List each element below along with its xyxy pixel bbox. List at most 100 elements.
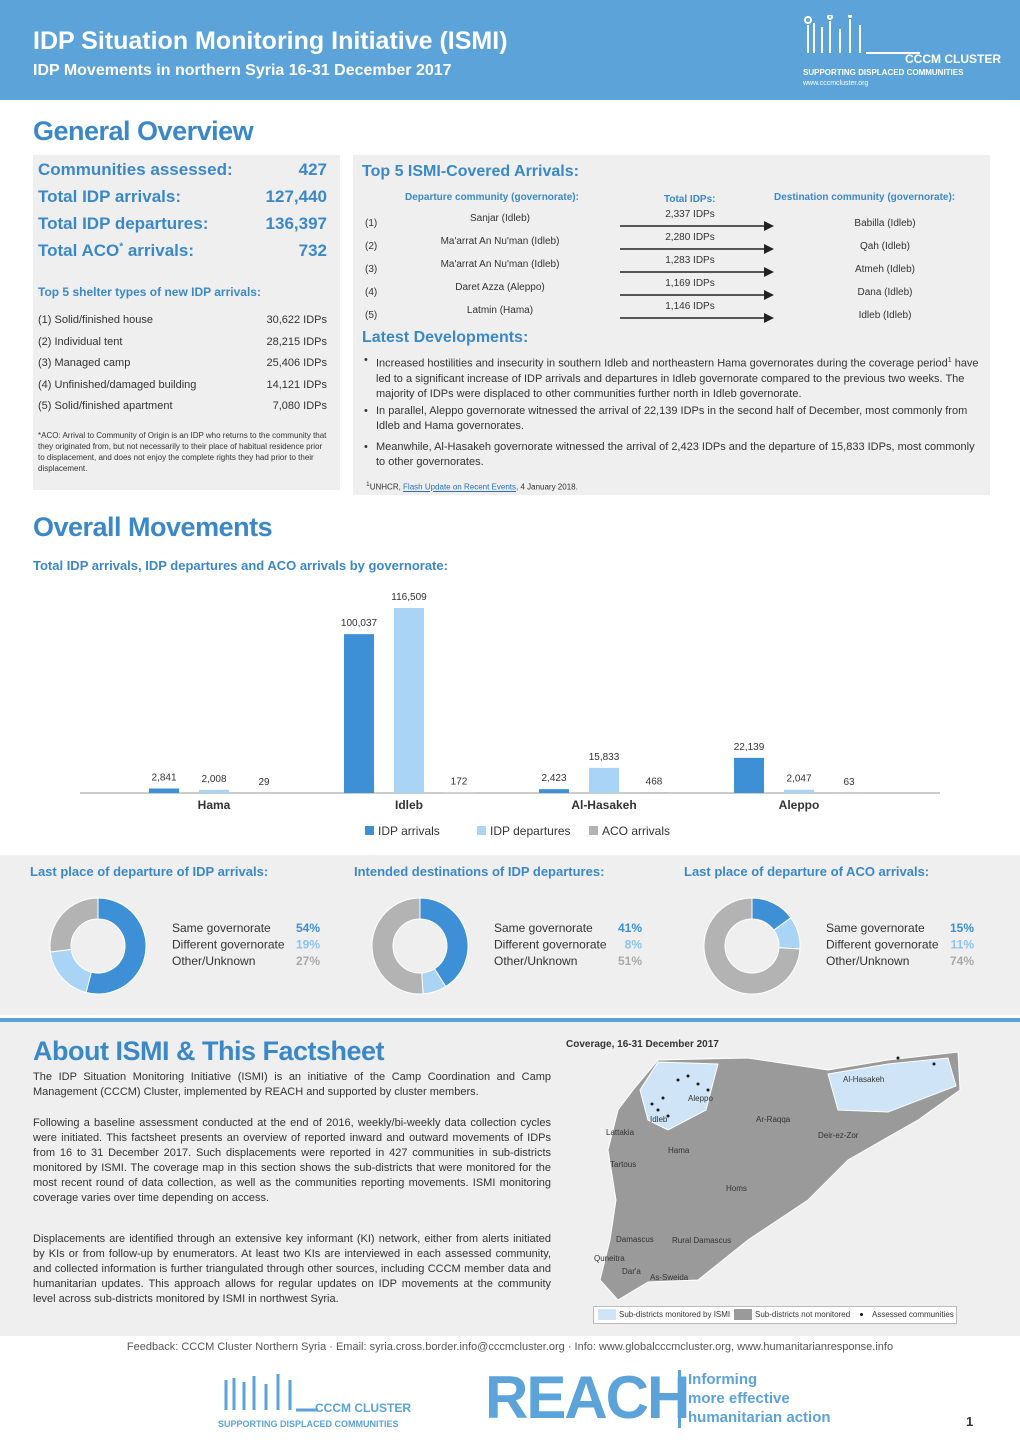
map-label: Rural Damascus bbox=[672, 1236, 731, 1245]
paragraph: Following a baseline assessment conducte… bbox=[33, 1117, 551, 1204]
stat-label: Communities assessed: bbox=[38, 160, 233, 180]
tagline-line: more effective bbox=[688, 1390, 790, 1407]
shelter-type: (5) Solid/finished apartment bbox=[38, 400, 173, 412]
shelter-type: (3) Managed camp bbox=[38, 357, 131, 369]
aco-note: *ACO: Arrival to Community of Origin is … bbox=[38, 431, 327, 473]
text: have led to a significant increase of ID… bbox=[376, 357, 979, 400]
feedback: Feedback: CCCM Cluster Northern Syria · … bbox=[126, 1341, 894, 1353]
row-number: (2) bbox=[365, 241, 378, 252]
donut-slice bbox=[703, 897, 801, 995]
stat-label: Total IDP departures: bbox=[38, 214, 208, 234]
value-label: 116,509 bbox=[391, 592, 427, 603]
bullet: Meanwhile, Al-Hasakeh governorate witnes… bbox=[362, 440, 982, 470]
legend-label: IDP departures bbox=[490, 824, 571, 838]
row-number: (3) bbox=[365, 264, 378, 275]
destination: Babilla (Idleb) bbox=[854, 218, 916, 229]
departure: Sanjar (Idleb) bbox=[469, 213, 531, 224]
donut-title: Last place of departure of ACO arrivals: bbox=[684, 864, 929, 879]
x-tick-label: Aleppo bbox=[779, 798, 820, 812]
value-label: 2,008 bbox=[201, 774, 226, 785]
value-label: 22,139 bbox=[734, 742, 765, 753]
legend-label: Same governorate bbox=[172, 921, 271, 935]
value-label: 63 bbox=[843, 777, 855, 788]
departure: Ma'arrat An Nu'man (Idleb) bbox=[440, 236, 560, 247]
shelter-heading: Top 5 shelter types of new IDP arrivals: bbox=[38, 285, 261, 299]
logo-figures bbox=[804, 15, 920, 54]
value-label: 29 bbox=[258, 777, 270, 788]
bar bbox=[784, 789, 814, 793]
column-header: Total IDPs: bbox=[664, 194, 716, 205]
departure: Latmin (Hama) bbox=[466, 305, 534, 316]
row-number: (1) bbox=[365, 218, 378, 229]
value-label: 8% bbox=[625, 938, 643, 952]
donut-slice bbox=[85, 897, 147, 995]
chart-title: Total IDP arrivals, IDP departures and A… bbox=[33, 558, 448, 573]
idps: 1,283 IDPs bbox=[665, 255, 715, 266]
footnote-mark: 1 bbox=[366, 481, 370, 488]
value-label: 19% bbox=[296, 938, 320, 952]
link[interactable]: Flash Update on Recent Events bbox=[403, 482, 516, 492]
value-label: 51% bbox=[618, 954, 642, 968]
subtitle: IDP Movements in northern Syria 16-31 De… bbox=[33, 62, 452, 79]
map: Al-Hasakeh Aleppo Idleb Ar-Raqqa Lattaki… bbox=[594, 1051, 961, 1301]
legend-label: Sub-districts not monitored bbox=[755, 1310, 851, 1319]
bullet: In parallel, Aleppo governorate witnesse… bbox=[362, 404, 982, 434]
donut-slice bbox=[419, 897, 469, 988]
footnote-mark: 1 bbox=[947, 357, 952, 364]
stat-value: 427 bbox=[298, 160, 327, 179]
shelter-count: 7,080 IDPs bbox=[272, 400, 327, 412]
value-label: 27% bbox=[296, 954, 320, 968]
map-label: Lattakia bbox=[606, 1128, 635, 1137]
swatch bbox=[734, 1309, 752, 1320]
bar bbox=[344, 634, 374, 793]
donut-charts: Last place of departure of IDP arrivals:… bbox=[30, 864, 974, 995]
bar bbox=[394, 608, 424, 793]
legend-label: IDP arrivals bbox=[378, 824, 440, 838]
shelter-type: (4) Unfinished/damaged building bbox=[38, 378, 197, 391]
paragraph: Displacements are identified through an … bbox=[33, 1233, 551, 1305]
donut-slice bbox=[49, 948, 92, 994]
developments-heading: Latest Developments: bbox=[362, 329, 529, 346]
swatch bbox=[598, 1309, 616, 1320]
value-label: 2,047 bbox=[786, 774, 811, 785]
divider bbox=[678, 1370, 681, 1428]
map-label: Dar'a bbox=[622, 1267, 641, 1276]
donut-slice bbox=[49, 897, 99, 953]
map-title: Coverage, 16-31 December 2017 bbox=[566, 1039, 719, 1050]
text: , 4 January 2018. bbox=[516, 482, 578, 492]
panel bbox=[353, 155, 990, 495]
map-label: Damascus bbox=[616, 1235, 654, 1244]
bar bbox=[639, 792, 669, 793]
legend-label: Other/Unknown bbox=[826, 954, 909, 968]
shelter-count: 30,622 IDPs bbox=[266, 314, 327, 326]
logo-name: CCCM CLUSTER bbox=[905, 52, 1001, 66]
shelter-count: 25,406 IDPs bbox=[266, 357, 327, 369]
stat-value: 732 bbox=[298, 241, 327, 260]
logo-name: CCCM CLUSTER bbox=[315, 1401, 411, 1415]
text: Total IDP arrivals: bbox=[38, 187, 181, 206]
map-label: Homs bbox=[726, 1184, 747, 1193]
idps: 2,337 IDPs bbox=[665, 209, 715, 220]
destination: Dana (Idleb) bbox=[857, 287, 913, 298]
stat-value: 136,397 bbox=[265, 214, 327, 233]
map-label: As-Sweida bbox=[650, 1273, 689, 1282]
text: Total ACO bbox=[38, 241, 120, 260]
departure: Daret Azza (Aleppo) bbox=[455, 282, 545, 293]
map-label: Aleppo bbox=[688, 1094, 713, 1103]
x-tick-label: Al-Hasakeh bbox=[571, 798, 636, 812]
legend-label: Other/Unknown bbox=[172, 954, 255, 968]
x-tick-label: Idleb bbox=[395, 798, 423, 812]
value-label: 41% bbox=[618, 921, 642, 935]
bar bbox=[589, 767, 619, 793]
legend-label: Assessed communities bbox=[872, 1310, 954, 1319]
shelter-type: (1) Solid/finished house bbox=[38, 314, 153, 326]
panel bbox=[33, 155, 340, 490]
value-label: 2,423 bbox=[541, 773, 566, 784]
legend-label: Different governorate bbox=[172, 938, 285, 952]
map-label: Tartous bbox=[610, 1160, 636, 1169]
row-number: (5) bbox=[365, 310, 378, 321]
footnote: 1UNHCR, Flash Update on Recent Events, 4… bbox=[366, 481, 578, 492]
reach-logo: REACH bbox=[485, 1364, 690, 1431]
legend-swatch bbox=[477, 826, 486, 835]
